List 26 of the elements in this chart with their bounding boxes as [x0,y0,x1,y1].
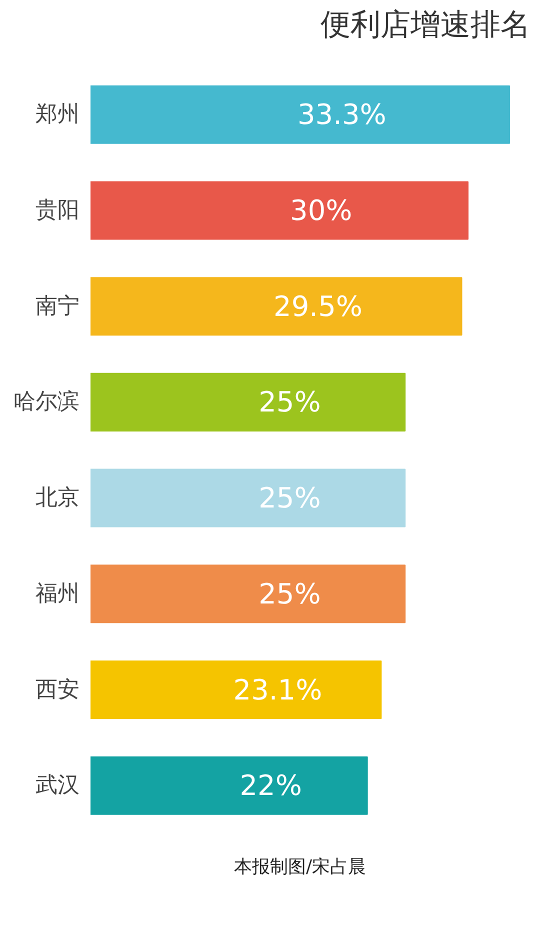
bar [90,468,406,528]
data-label: 33.3% [297,98,386,132]
bar [90,85,510,144]
y-tick-label: 福州 [36,581,80,606]
data-label: 22% [240,769,302,802]
bar [90,756,368,815]
data-label: 25% [258,482,321,515]
y-tick-label: 武汉 [36,773,80,798]
bar [90,181,469,240]
bar [90,564,406,624]
bar [90,372,406,432]
y-tick-label: 哈尔滨 [14,390,80,415]
data-label: 29.5% [274,290,362,323]
y-tick-label: 郑州 [36,102,80,128]
chart-title: 便利店增速排名 [320,8,530,42]
data-label: 23.1% [233,673,322,706]
y-tick-label: 南宁 [36,294,80,319]
y-tick-label: 贵阳 [36,198,80,223]
y-tick-label: 西安 [36,677,80,702]
bar [90,660,382,720]
y-tick-label: 北京 [36,486,80,511]
bar [90,277,462,336]
text: 本报制图/宋占晨 [234,856,366,878]
data-label: 25% [258,577,321,610]
data-label: 25% [258,386,321,419]
data-label: 30% [290,194,352,227]
